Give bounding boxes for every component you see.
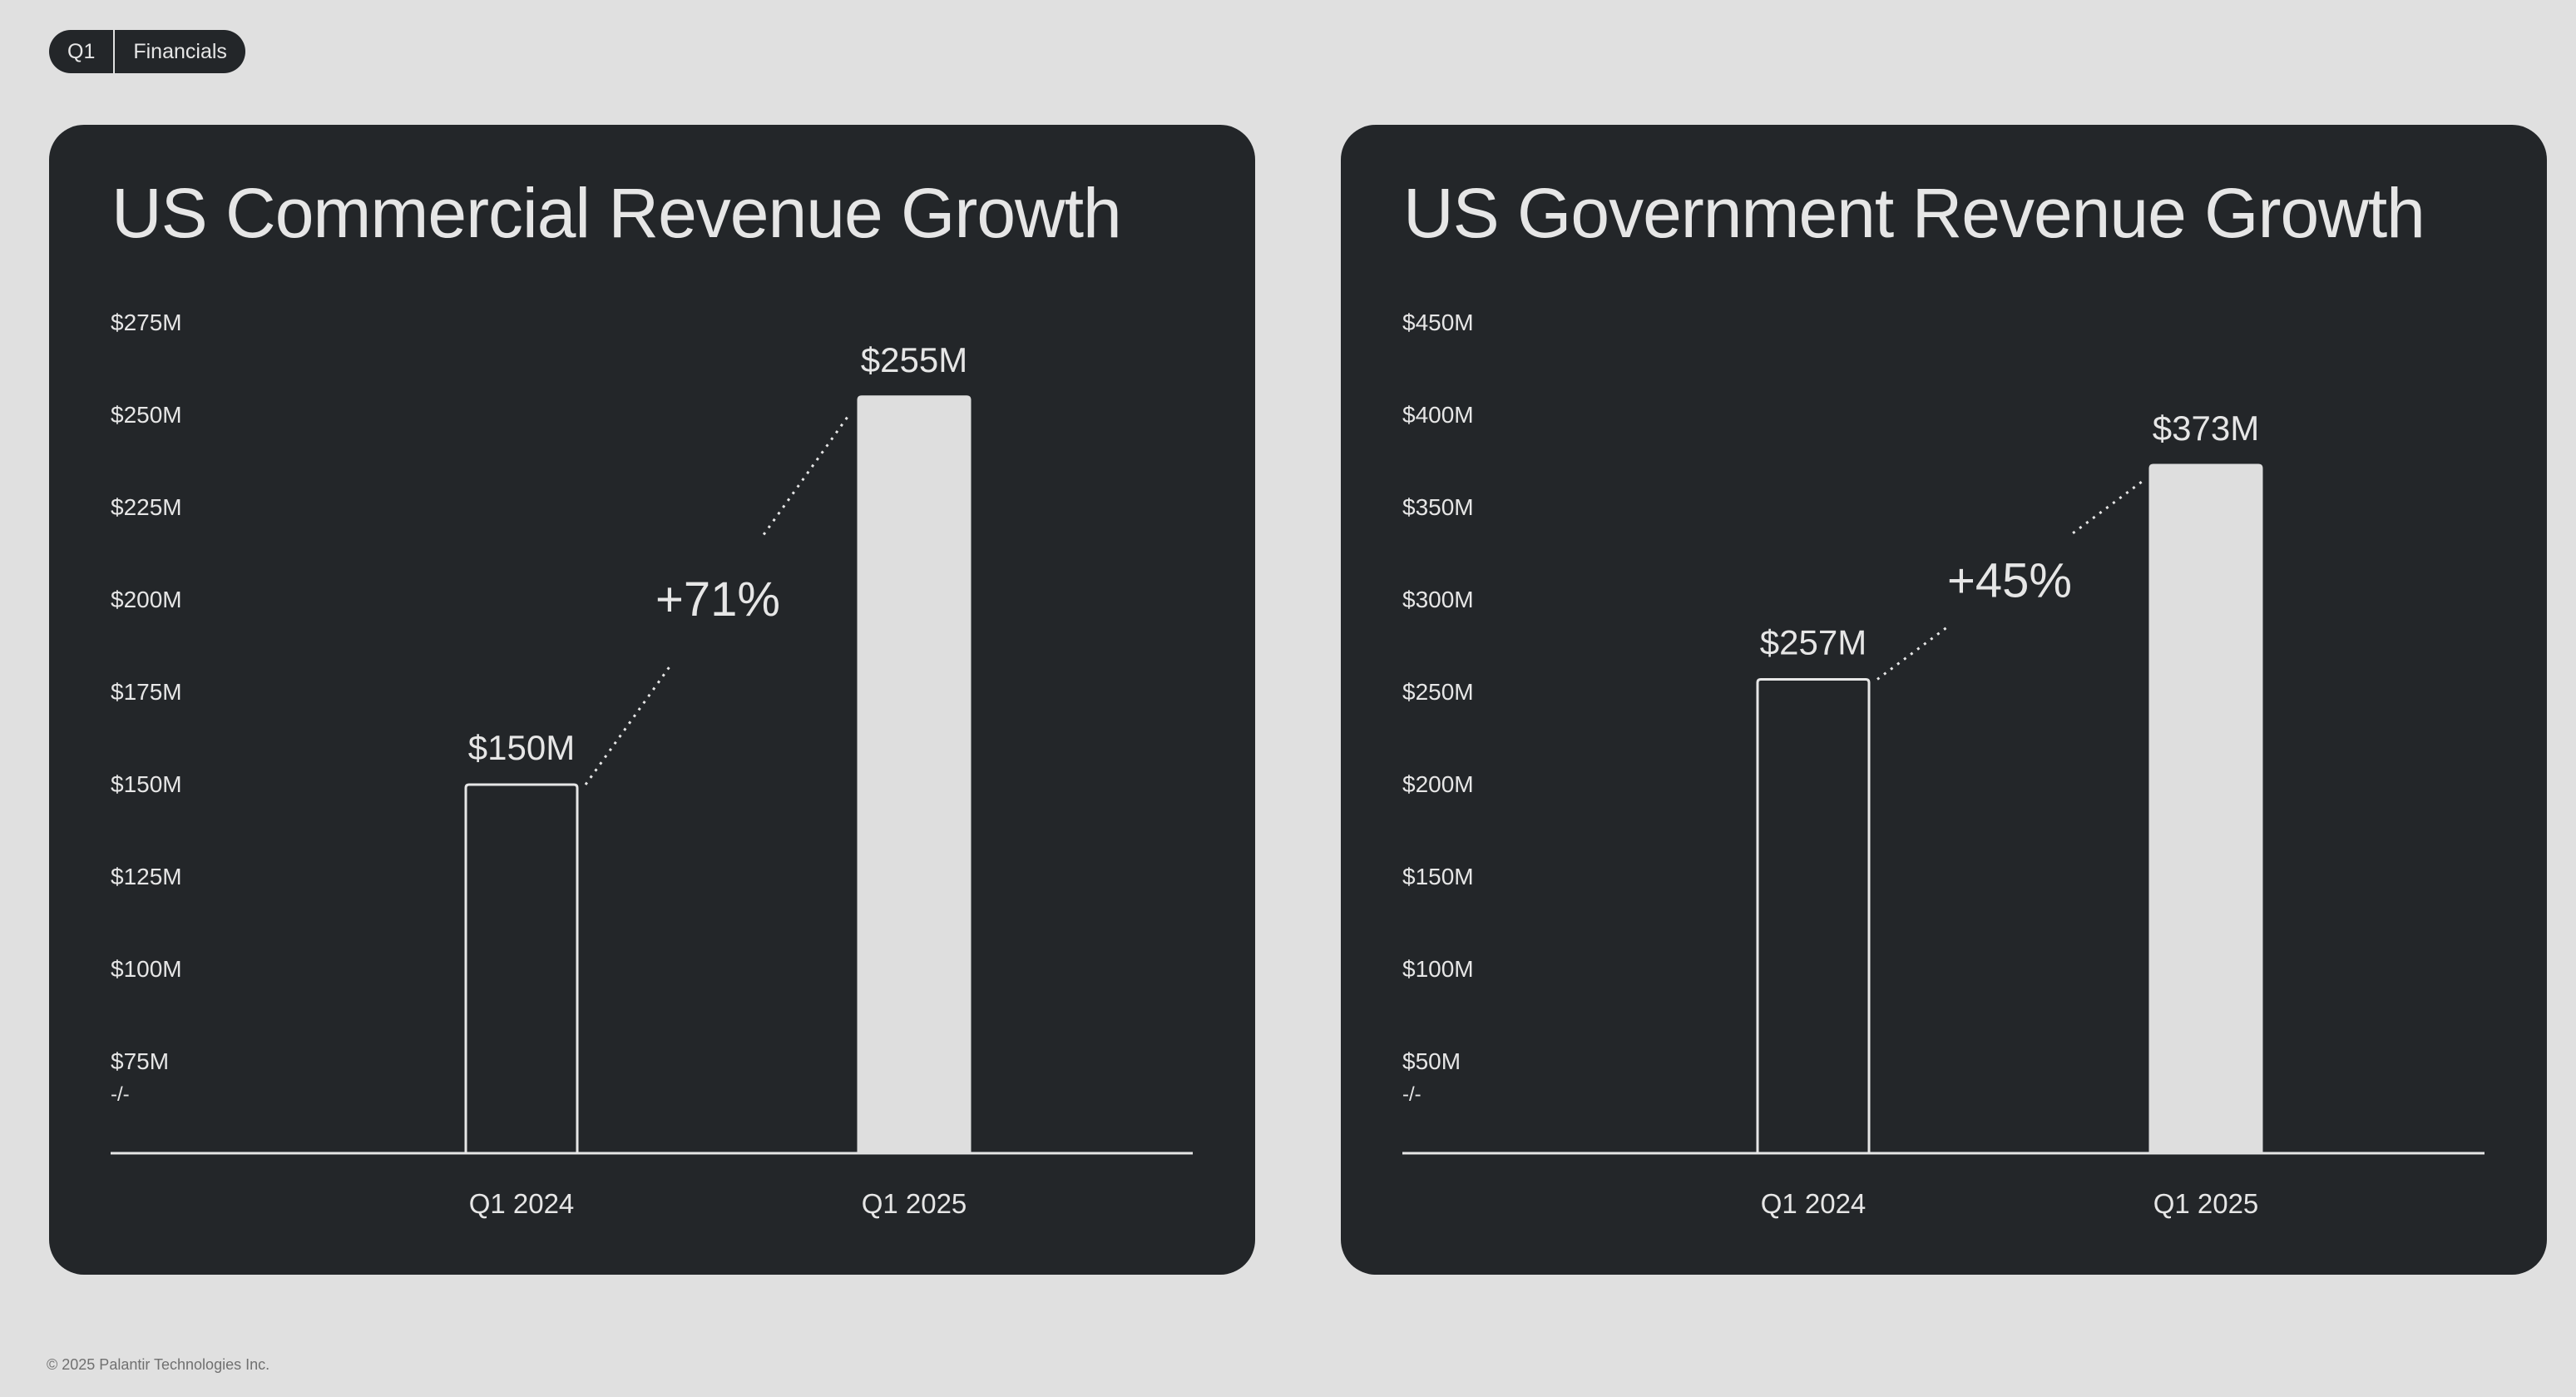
axis-break-marker: -/- — [1402, 1083, 1421, 1106]
government-revenue-card: US Government Revenue Growth $50M $100M $1… — [1341, 125, 2547, 1275]
y-tick-label: $250M — [111, 402, 182, 428]
x-category-label: Q1 2024 — [1761, 1188, 1866, 1219]
growth-connector — [2072, 480, 2143, 535]
bar — [857, 395, 972, 1153]
bar-value-label: $150M — [468, 728, 575, 767]
chart-title: US Commercial Revenue Growth — [111, 174, 1122, 252]
growth-connector — [584, 662, 674, 785]
growth-percentage-label: +45% — [1947, 554, 2072, 608]
bar — [464, 783, 579, 1153]
y-tick-label: $100M — [111, 956, 182, 982]
y-tick-label: $150M — [1402, 864, 1474, 889]
y-tick-label: $50M — [1402, 1048, 1461, 1074]
y-tick-label: $250M — [1402, 679, 1474, 705]
commercial-revenue-chart: $75M $100M $125M $150M $175M $200M $225M $250M $… — [111, 310, 1193, 1219]
bar — [1756, 677, 1871, 1153]
y-tick-label: $275M — [111, 310, 182, 335]
growth-connector — [762, 412, 852, 536]
bar-value-label: $255M — [861, 340, 967, 379]
y-tick-label: $400M — [1402, 402, 1474, 428]
y-tick-label: $125M — [111, 864, 182, 889]
y-tick-label: $300M — [1402, 587, 1474, 612]
y-tick-label: $200M — [111, 587, 182, 612]
bar-value-label: $257M — [1760, 622, 1866, 661]
chart-title: US Government Revenue Growth — [1403, 174, 2425, 252]
breadcrumb-divider — [113, 30, 116, 73]
y-tick-label: $75M — [111, 1048, 169, 1074]
y-tick-label: $350M — [1402, 494, 1474, 520]
axis-break-marker: -/- — [111, 1083, 130, 1106]
breadcrumb-section[interactable]: Q1 — [67, 40, 96, 63]
bar — [2148, 463, 2263, 1153]
x-category-label: Q1 2025 — [862, 1188, 967, 1219]
growth-connector — [1876, 627, 1947, 681]
y-tick-label: $225M — [111, 494, 182, 520]
y-tick-label: $200M — [1402, 771, 1474, 797]
government-revenue-chart: $50M $100M $150M $200M $250M $300M $350M $400M $… — [1402, 310, 2485, 1219]
bar-value-label: $373M — [2153, 409, 2259, 448]
breadcrumb: Q1 Financials — [49, 30, 245, 73]
x-category-label: Q1 2024 — [469, 1188, 575, 1219]
y-tick-label: $450M — [1402, 310, 1474, 335]
y-tick-label: $150M — [111, 771, 182, 797]
growth-percentage-label: +71% — [655, 572, 780, 627]
x-category-label: Q1 2025 — [2153, 1188, 2259, 1219]
breadcrumb-page[interactable]: Financials — [133, 40, 227, 63]
y-tick-label: $175M — [111, 679, 182, 705]
copyright-footer: © 2025 Palantir Technologies Inc. — [47, 1356, 270, 1373]
commercial-revenue-card: US Commercial Revenue Growth $75M $100M $1… — [49, 125, 1255, 1275]
y-tick-label: $100M — [1402, 956, 1474, 982]
